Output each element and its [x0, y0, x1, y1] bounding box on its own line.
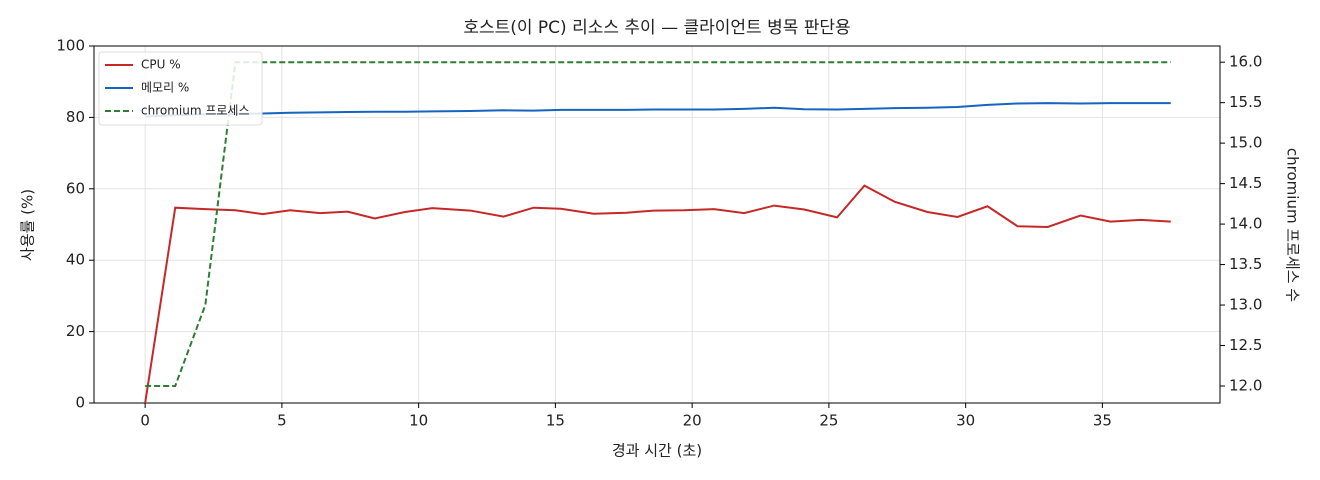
y-axis-label: 사용률 (%): [19, 189, 37, 261]
x-tick-label: 0: [140, 412, 150, 430]
x-tick-label: 25: [819, 412, 838, 430]
series-line: [144, 184, 1171, 404]
y2-tick-label: 13.0: [1229, 296, 1262, 314]
y-tick-label: 20: [66, 322, 85, 340]
series-line: [145, 61, 1171, 387]
series-line: [145, 102, 1171, 118]
plot-frame: [93, 45, 1221, 404]
y2-tick-label: 15.0: [1229, 134, 1262, 152]
x-tick-label: 35: [1093, 412, 1112, 430]
y2-tick-label: 14.5: [1229, 174, 1262, 192]
y2-axis-label: chromium 프로세스 수: [1284, 148, 1302, 302]
x-tick-label: 30: [956, 412, 975, 430]
legend-box: [98, 51, 263, 126]
y2-tick-label: 12.5: [1229, 336, 1262, 354]
y2-tick-label: 14.0: [1229, 215, 1262, 233]
y2-tick-label: 12.0: [1229, 377, 1262, 395]
x-tick-label: 20: [683, 412, 702, 430]
y2-tick-label: 13.5: [1229, 255, 1262, 273]
y-tick-label: 60: [66, 179, 85, 197]
y-tick-label: 40: [66, 251, 85, 269]
y-tick-label: 100: [56, 37, 85, 55]
y2-tick-label: 16.0: [1229, 53, 1262, 71]
legend-label: chromium 프로세스: [141, 104, 250, 118]
y-tick-label: 0: [75, 394, 85, 412]
y2-tick-label: 15.5: [1229, 93, 1262, 111]
x-axis-label: 경과 시간 (초): [612, 442, 702, 460]
legend-label: CPU %: [141, 58, 181, 72]
x-tick-label: 5: [277, 412, 287, 430]
chart-title: 호스트(이 PC) 리소스 추이 — 클라이언트 병목 판단용: [463, 18, 850, 38]
y-tick-label: 80: [66, 108, 85, 126]
legend-label: 메모리 %: [141, 81, 189, 95]
x-tick-label: 15: [546, 412, 565, 430]
x-tick-label: 10: [409, 412, 428, 430]
